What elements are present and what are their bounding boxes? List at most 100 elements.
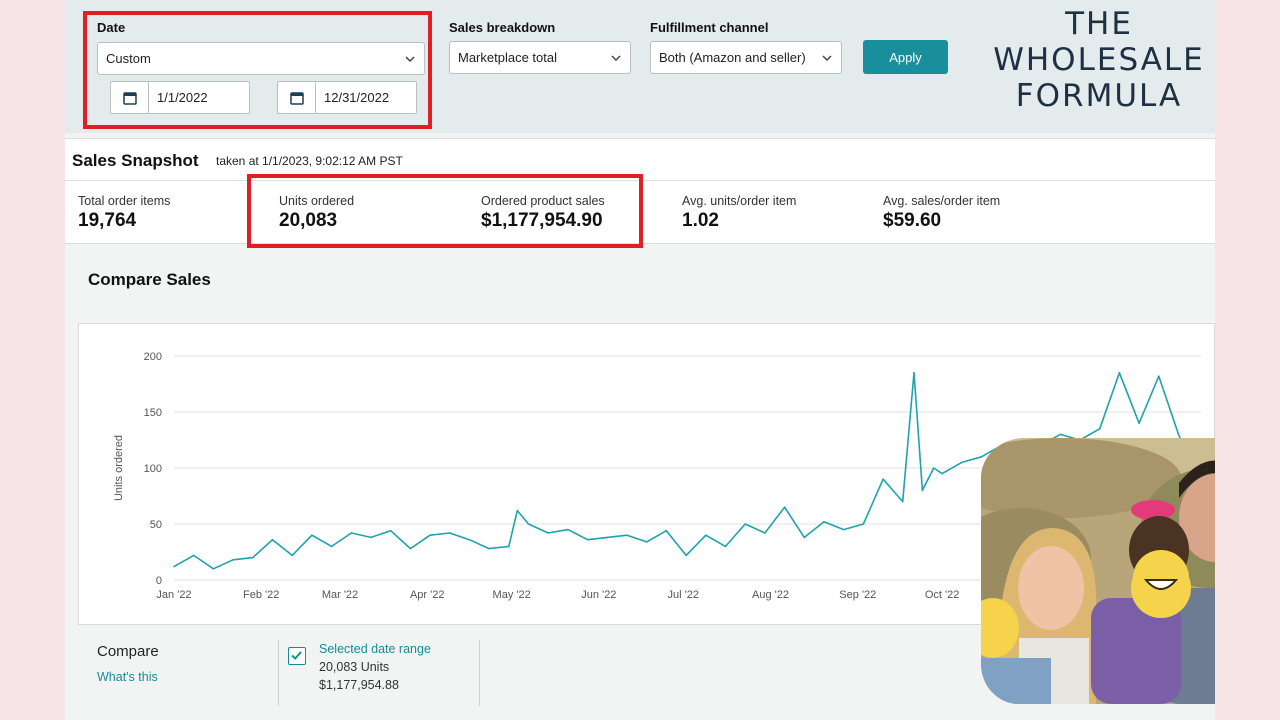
start-date-field[interactable]: 1/1/2022 (110, 81, 250, 114)
metric-value: 20,083 (279, 210, 338, 231)
metric-avg-sales-per-order-item: Avg. sales/order item $59.60 (883, 194, 1000, 232)
compare-label: Compare (97, 643, 159, 660)
data-point (567, 528, 569, 531)
logo-line-2: WHOLESALE (993, 42, 1205, 78)
x-tick-label: Apr '22 (410, 589, 445, 601)
data-point (429, 534, 431, 536)
data-point (232, 559, 234, 561)
data-point (941, 472, 943, 475)
chevron-down-icon (611, 54, 621, 61)
fulfillment-channel-value: Both (Amazon and seller) (659, 50, 806, 65)
data-point (1138, 422, 1140, 424)
units-sales-highlight-box (247, 174, 643, 248)
calendar-icon[interactable] (111, 82, 149, 113)
end-date-field[interactable]: 12/31/2022 (277, 81, 417, 114)
data-point (921, 489, 924, 492)
y-tick-label: 200 (144, 351, 162, 363)
data-point (961, 461, 963, 464)
selected-date-range-sales: $1,177,954.88 (319, 678, 399, 692)
data-point (1157, 375, 1160, 377)
end-date-value: 12/31/2022 (324, 90, 390, 105)
data-point (626, 534, 628, 536)
metric-value: $59.60 (883, 210, 942, 231)
metric-value: $1,177,954.90 (481, 210, 603, 231)
data-point (173, 565, 175, 568)
selected-date-range-checkbox[interactable] (288, 647, 306, 665)
data-point (389, 529, 392, 532)
data-point (291, 554, 293, 557)
apply-button[interactable]: Apply (863, 40, 948, 74)
data-point (862, 523, 865, 525)
data-point (882, 478, 884, 480)
data-point (271, 538, 274, 541)
x-tick-label: Mar '22 (322, 589, 358, 601)
data-point (704, 534, 707, 536)
data-point (409, 547, 412, 550)
checkmark-icon (291, 651, 302, 660)
metric-label: Units ordered (279, 194, 355, 208)
y-tick-label: 100 (144, 463, 162, 475)
metric-ordered-product-sales: Ordered product sales $1,177,954.90 (481, 194, 605, 232)
data-point (488, 547, 490, 550)
filter-bar: Date Custom 1/1/2022 12/31/2022 Sales br… (65, 0, 1215, 133)
family-photo (981, 438, 1215, 704)
snapshot-title: Sales Snapshot (72, 151, 199, 170)
data-point (932, 467, 935, 469)
data-point (350, 532, 353, 534)
metric-value: 19,764 (78, 210, 137, 231)
data-point (645, 541, 648, 543)
data-point (448, 532, 451, 534)
fulfillment-channel-label: Fulfillment channel (650, 20, 769, 35)
metric-label: Ordered product sales (481, 194, 605, 208)
data-point (665, 529, 668, 532)
x-tick-label: Jan '22 (156, 589, 191, 601)
sales-breakdown-select[interactable]: Marketplace total (449, 41, 631, 74)
start-date-value: 1/1/2022 (157, 90, 208, 105)
selected-date-range-label: Selected date range (319, 642, 431, 656)
logo-line-3: FORMULA (1015, 78, 1183, 114)
data-point (547, 532, 550, 534)
data-point (468, 538, 471, 541)
metric-label: Total order items (78, 194, 171, 208)
snapshot-timestamp: taken at 1/1/2023, 9:02:12 AM PST (216, 154, 403, 168)
metric-label: Avg. units/order item (682, 194, 797, 208)
logo-line-1: THE (1065, 6, 1133, 42)
metric-total-order-items: Total order items 19,764 (78, 194, 170, 232)
fulfillment-channel-select[interactable]: Both (Amazon and seller) (650, 41, 842, 74)
divider (479, 640, 480, 706)
data-point (764, 532, 766, 534)
x-tick-label: Jun '22 (581, 589, 616, 601)
data-point (980, 456, 983, 458)
data-point (1177, 433, 1180, 436)
y-tick-label: 50 (150, 519, 162, 531)
selected-date-range-units: 20,083 Units (319, 660, 390, 674)
whats-this-link[interactable]: What's this (97, 670, 158, 684)
data-point (192, 554, 195, 557)
data-point (901, 500, 904, 503)
metric-label: Avg. sales/order item (883, 194, 1001, 208)
sales-breakdown-label: Sales breakdown (449, 20, 556, 35)
data-point (744, 523, 746, 525)
data-point (606, 536, 609, 539)
divider (278, 640, 279, 706)
data-point (516, 509, 519, 512)
wholesale-formula-logo: THE WHOLESALE FORMULA (983, 6, 1215, 114)
metric-units-ordered: Units ordered 20,083 (279, 194, 354, 232)
x-tick-label: Sep '22 (839, 589, 876, 601)
data-point (783, 506, 786, 508)
data-point (1098, 428, 1101, 430)
x-tick-label: Oct '22 (925, 589, 960, 601)
data-point (311, 534, 313, 536)
data-point (724, 545, 727, 548)
date-range-select[interactable]: Custom (97, 42, 425, 75)
data-point (251, 556, 254, 559)
calendar-icon[interactable] (278, 82, 316, 113)
y-axis-label: Units ordered (113, 435, 125, 501)
compare-legend-area: Compare What's this Selected date range … (65, 630, 1215, 720)
chevron-down-icon (405, 55, 415, 62)
data-point (370, 536, 372, 539)
metric-value: 1.02 (682, 210, 719, 231)
compare-sales-title: Compare Sales (88, 270, 211, 289)
data-point (508, 545, 510, 548)
date-label: Date (97, 20, 126, 35)
